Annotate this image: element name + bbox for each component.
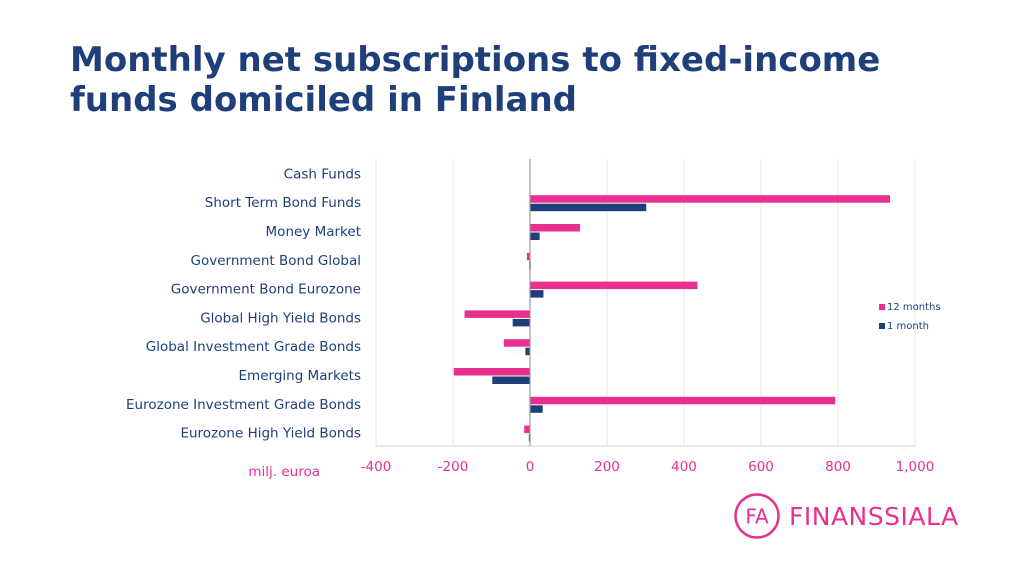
legend-label: 12 months bbox=[887, 302, 941, 313]
bar-1-month bbox=[530, 232, 540, 240]
x-tick-label: 600 bbox=[748, 459, 774, 475]
category-label: Eurozone Investment Grade Bonds bbox=[126, 397, 361, 413]
category-label: Government Bond Eurozone bbox=[171, 282, 361, 298]
bar-12-months bbox=[530, 396, 836, 405]
bar-12-months bbox=[524, 425, 530, 434]
x-tick-label: 200 bbox=[594, 459, 620, 475]
legend-swatch bbox=[879, 304, 885, 310]
bar-12-months bbox=[464, 310, 530, 318]
category-label: Emerging Markets bbox=[239, 368, 361, 384]
x-axis-unit-label: milj. euroa bbox=[248, 464, 320, 480]
bar-1-month bbox=[512, 318, 530, 327]
logo-text: FINANSSIALA bbox=[789, 501, 959, 531]
bar-1-month bbox=[530, 203, 647, 212]
category-label: Global Investment Grade Bonds bbox=[146, 339, 361, 355]
x-tick-label: 1,000 bbox=[896, 459, 935, 475]
bar-12-months bbox=[503, 339, 530, 347]
legend-label: 1 month bbox=[887, 321, 929, 332]
bar-1-month bbox=[530, 290, 544, 298]
x-tick-label: 800 bbox=[825, 459, 851, 475]
bar-1-month bbox=[492, 376, 530, 384]
category-label: Global High Yield Bonds bbox=[200, 310, 361, 326]
legend: 12 months 1 month bbox=[879, 302, 941, 332]
category-label: Government Bond Global bbox=[191, 253, 361, 269]
x-tick-label: 0 bbox=[526, 459, 535, 475]
category-label: Eurozone High Yield Bonds bbox=[180, 426, 361, 442]
x-tick-label: -200 bbox=[438, 459, 469, 475]
bar-12-months bbox=[530, 195, 890, 203]
logo-mark-text: FA bbox=[745, 505, 769, 529]
category-labels: Cash Funds Short Term Bond Funds Money Mar… bbox=[126, 166, 361, 441]
category-label: Cash Funds bbox=[284, 166, 361, 182]
bar-1-month bbox=[530, 405, 543, 413]
category-label: Short Term Bond Funds bbox=[205, 195, 361, 211]
bars bbox=[453, 195, 890, 442]
bar-12-months bbox=[453, 368, 530, 376]
category-label: Money Market bbox=[266, 224, 361, 240]
bar-12-months bbox=[530, 281, 698, 290]
bar-1-month bbox=[525, 347, 530, 356]
page-title: Monthly net subscriptions to fixed-incom… bbox=[70, 40, 881, 120]
x-tick-label: 400 bbox=[671, 459, 697, 475]
x-tick-labels: -400 -200 0 200 400 600 800 1,000 bbox=[361, 459, 935, 475]
legend-swatch bbox=[879, 323, 885, 329]
finanssiala-logo: FA FINANSSIALA bbox=[733, 492, 959, 540]
bar-12-months bbox=[530, 224, 581, 232]
logo-mark-icon: FA bbox=[734, 493, 780, 539]
x-tick-label: -400 bbox=[361, 459, 392, 475]
bar-12-months bbox=[526, 252, 530, 261]
